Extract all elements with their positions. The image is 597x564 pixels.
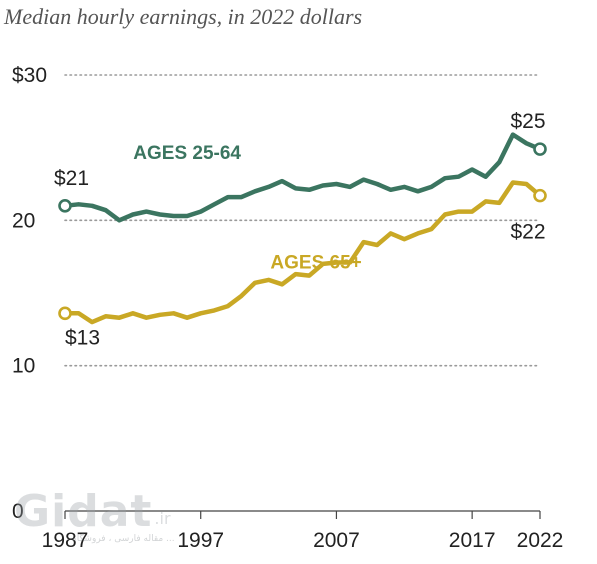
- x-axis: 1987 1997 2007 2017 2022: [42, 510, 564, 552]
- label-layer: $21 $25 $13 $22 AGES 25-64 AGES 65+: [54, 110, 546, 349]
- series-name-label: AGES 25-64: [133, 143, 241, 164]
- chart-title: Median hourly earnings, in 2022 dollars: [4, 4, 363, 29]
- series-start-point: [58, 306, 72, 321]
- x-tick-label: 1987: [42, 529, 89, 552]
- y-tick-label: 20: [12, 209, 35, 232]
- series-line: [62, 132, 543, 223]
- y-tick-label: $30: [12, 64, 47, 87]
- end-value-label: $22: [510, 221, 545, 244]
- y-tick-label: 0: [12, 500, 24, 523]
- y-tick-label: 10: [12, 355, 35, 378]
- series-end-point: [533, 188, 547, 203]
- series-end-point: [533, 142, 547, 156]
- series-layer: [58, 132, 547, 325]
- series-line: [62, 180, 543, 325]
- series-start-point: [58, 199, 72, 213]
- grid-layer: 0 10 20 $30: [12, 64, 541, 523]
- x-tick-label: 1997: [177, 529, 224, 552]
- series-name-label: AGES 65+: [270, 253, 361, 274]
- start-value-label: $21: [54, 167, 89, 190]
- x-tick-label: 2022: [517, 529, 564, 552]
- x-tick-label: 2007: [313, 529, 360, 552]
- end-value-label: $25: [510, 110, 545, 133]
- x-tick-label: 2017: [449, 529, 496, 552]
- start-value-label: $13: [65, 326, 100, 349]
